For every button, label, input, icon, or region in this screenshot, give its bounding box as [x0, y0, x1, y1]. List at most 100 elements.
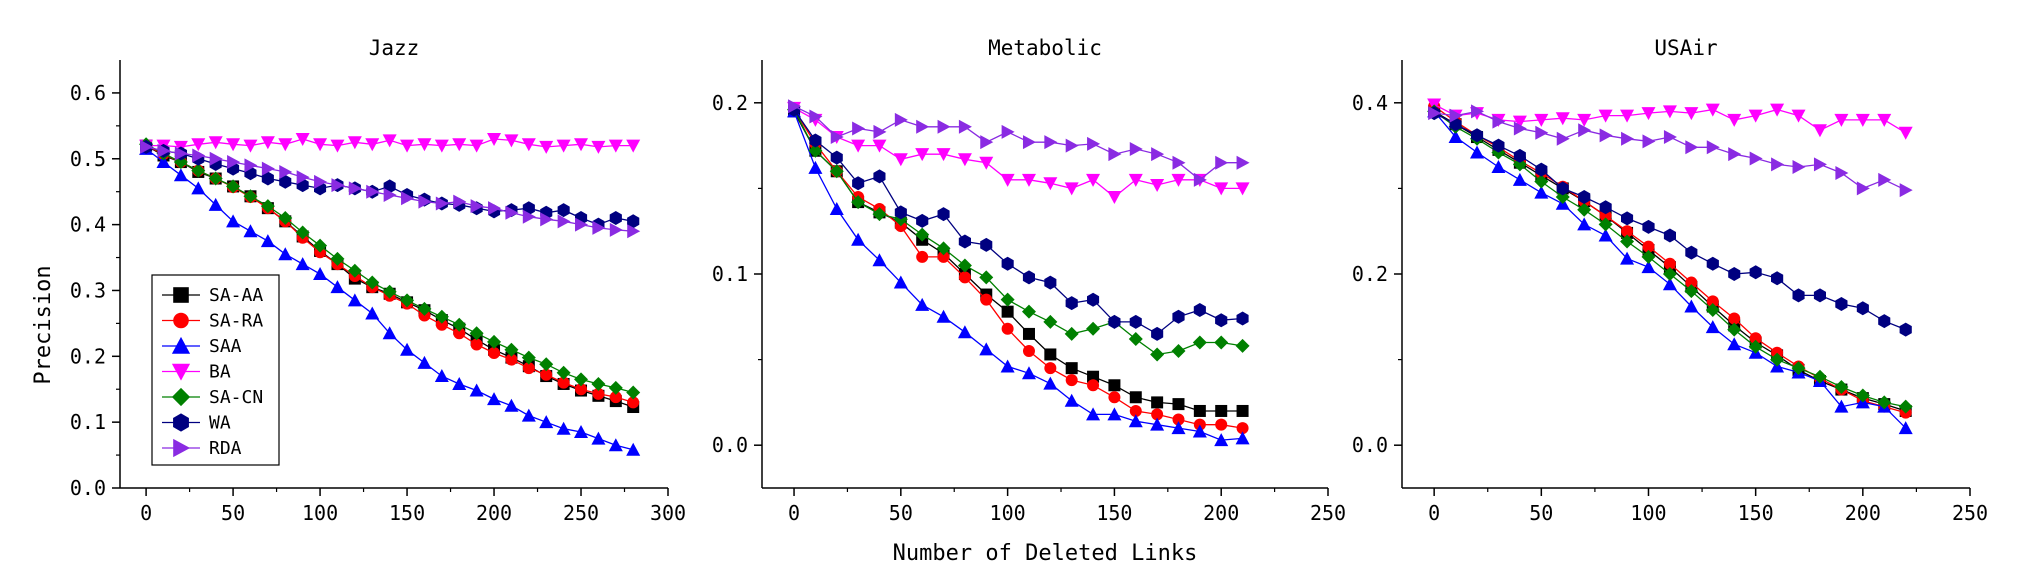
data-point [958, 234, 971, 249]
data-point [1662, 277, 1677, 291]
data-point [852, 176, 865, 191]
data-point [1513, 121, 1527, 136]
data-point [1064, 393, 1079, 407]
data-point [1663, 228, 1676, 243]
data-point [1641, 260, 1656, 274]
data-point [872, 139, 887, 153]
data-point [1471, 104, 1485, 119]
data-point [401, 191, 415, 206]
data-point [1577, 202, 1592, 217]
data-point [1663, 130, 1677, 145]
data-point [591, 140, 606, 154]
data-point [208, 171, 223, 186]
data-point [1855, 388, 1870, 403]
y-tick-label: 0.4 [70, 213, 106, 237]
data-point [937, 119, 951, 134]
series-saa [139, 141, 641, 456]
data-point [1001, 124, 1015, 139]
data-point [452, 376, 467, 390]
data-point [1705, 302, 1720, 317]
data-point [504, 398, 519, 412]
data-point [1705, 103, 1720, 117]
data-point [980, 237, 993, 252]
data-point [1705, 320, 1720, 334]
x-tick-label: 150 [389, 501, 425, 525]
legend-marker [173, 312, 189, 329]
data-point [1086, 173, 1101, 187]
panel-title: Jazz [369, 36, 420, 60]
series-saa [787, 104, 1250, 447]
data-point [608, 438, 623, 452]
data-point [1577, 217, 1592, 231]
data-point [1642, 240, 1655, 253]
data-point [851, 139, 866, 153]
data-point [1150, 178, 1165, 192]
series-wa [788, 102, 1249, 341]
data-point [1599, 200, 1612, 215]
data-point [521, 138, 536, 152]
data-point [608, 139, 623, 153]
data-point [505, 353, 518, 366]
data-point [540, 212, 554, 227]
panel-title: Metabolic [988, 36, 1102, 60]
data-point [894, 112, 908, 127]
data-point [261, 171, 274, 186]
data-point [1599, 128, 1613, 143]
data-point [1706, 295, 1719, 308]
data-point [400, 342, 415, 356]
data-point [1727, 113, 1742, 127]
data-point [1748, 109, 1763, 123]
data-point [626, 385, 641, 400]
data-point [243, 224, 258, 238]
data-point [609, 211, 622, 225]
data-point [1043, 177, 1058, 191]
data-point [1193, 303, 1206, 317]
data-point [191, 181, 206, 195]
data-point [469, 139, 484, 153]
data-point [348, 181, 362, 196]
data-point [1065, 374, 1078, 387]
data-point [1151, 396, 1164, 409]
x-tick-label: 200 [1845, 501, 1881, 525]
series-sa-cn [139, 137, 641, 400]
data-point [1107, 407, 1122, 421]
data-point [1044, 348, 1057, 361]
data-point [1727, 337, 1742, 351]
data-point [487, 334, 502, 349]
data-point [1728, 147, 1742, 162]
data-point [1022, 135, 1036, 150]
data-point [958, 119, 972, 134]
data-point [540, 368, 553, 381]
data-point [1641, 107, 1656, 121]
data-point [313, 238, 328, 253]
data-point [1621, 225, 1634, 238]
data-point [191, 138, 206, 152]
data-point [1555, 112, 1570, 126]
data-point [574, 138, 589, 152]
data-point [1856, 301, 1869, 316]
data-point [788, 99, 802, 114]
data-point [1150, 347, 1165, 362]
data-point [1235, 431, 1250, 445]
legend-entry: SA-CN [162, 387, 263, 408]
data-point [295, 133, 310, 147]
y-tick-label: 0.0 [712, 433, 748, 457]
x-tick-label: 250 [1310, 501, 1346, 525]
y-tick-label: 0.1 [70, 410, 106, 434]
data-point [1748, 339, 1763, 354]
data-point [470, 199, 484, 214]
x-tick-label: 200 [1203, 501, 1239, 525]
legend-entry: BA [162, 362, 231, 383]
data-point [1128, 173, 1143, 187]
legend-label: SA-AA [209, 285, 263, 306]
legend-label: BA [209, 362, 231, 383]
data-point [504, 134, 519, 148]
data-point [1129, 391, 1142, 404]
data-point [1000, 173, 1015, 187]
data-point [417, 138, 432, 152]
data-point [278, 247, 293, 261]
data-point [1215, 404, 1228, 417]
data-point [1578, 190, 1591, 204]
data-point [1172, 155, 1186, 170]
legend-marker [173, 438, 191, 458]
